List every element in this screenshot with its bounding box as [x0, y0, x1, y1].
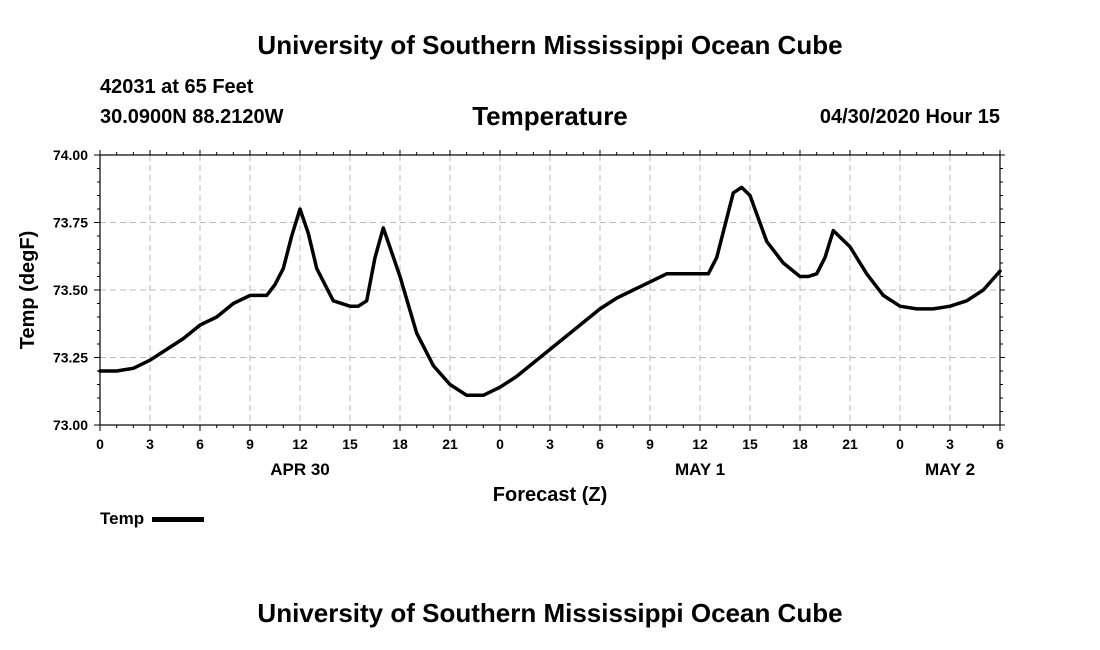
legend-line-swatch — [152, 517, 205, 523]
plot-frame — [99, 154, 1001, 426]
x-axis-title: Forecast (Z) — [493, 484, 607, 506]
station-label: 42031 at 65 Feet — [100, 76, 254, 98]
chart-title: Temperature — [0, 101, 1100, 132]
x-tick-label: 0 — [96, 436, 104, 452]
x-tick-label: 15 — [742, 436, 758, 452]
timestamp-label: 04/30/2020 Hour 15 — [819, 106, 1000, 128]
x-tick-label: 9 — [646, 436, 654, 452]
legend: Temp — [100, 509, 205, 529]
axes-layer — [94, 150, 1005, 431]
y-tick-label: 74.00 — [53, 147, 88, 163]
x-tick-label: 15 — [342, 436, 358, 452]
x-tick-label: 18 — [392, 436, 408, 452]
footer-title: University of Southern Mississippi Ocean… — [257, 598, 843, 628]
x-tick-label: 0 — [496, 436, 504, 452]
x-tick-label: 6 — [196, 436, 204, 452]
x-tick-label: 3 — [146, 436, 154, 452]
x-tick-label: 21 — [842, 436, 858, 452]
grid-layer — [100, 155, 1000, 425]
day-label: APR 30 — [270, 460, 330, 479]
x-tick-label: 18 — [792, 436, 808, 452]
y-tick-label: 73.50 — [53, 282, 88, 298]
x-tick-label: 9 — [246, 436, 254, 452]
y-tick-label: 73.00 — [53, 417, 88, 433]
x-tick-label: 12 — [292, 436, 308, 452]
labels-layer: 0 3 6 9 12 15 18 21 0 3 6 9 12 15 18 21 0 3 6 73.00 73.25 73.… — [53, 147, 1004, 479]
x-tick-label: 0 — [896, 436, 904, 452]
y-tick-label: 73.75 — [53, 215, 88, 231]
series-line-temp — [98, 185, 1002, 398]
x-tick-label: 6 — [996, 436, 1004, 452]
legend-label: Temp — [100, 509, 145, 528]
day-label: MAY 2 — [925, 460, 975, 479]
page-title: University of Southern Mississippi Ocean… — [257, 30, 843, 60]
y-tick-label: 73.25 — [53, 350, 88, 366]
latlon-label: 30.0900N 88.2120W — [100, 106, 284, 128]
x-tick-label: 3 — [546, 436, 554, 452]
chart-title-text: Temperature — [472, 101, 628, 131]
y-axis-title: Temp (degF) — [17, 231, 39, 350]
x-tick-label: 3 — [946, 436, 954, 452]
x-tick-label: 21 — [442, 436, 458, 452]
series-layer — [98, 185, 1002, 398]
x-tick-label: 6 — [596, 436, 604, 452]
x-tick-label: 12 — [692, 436, 708, 452]
day-label: MAY 1 — [675, 460, 725, 479]
